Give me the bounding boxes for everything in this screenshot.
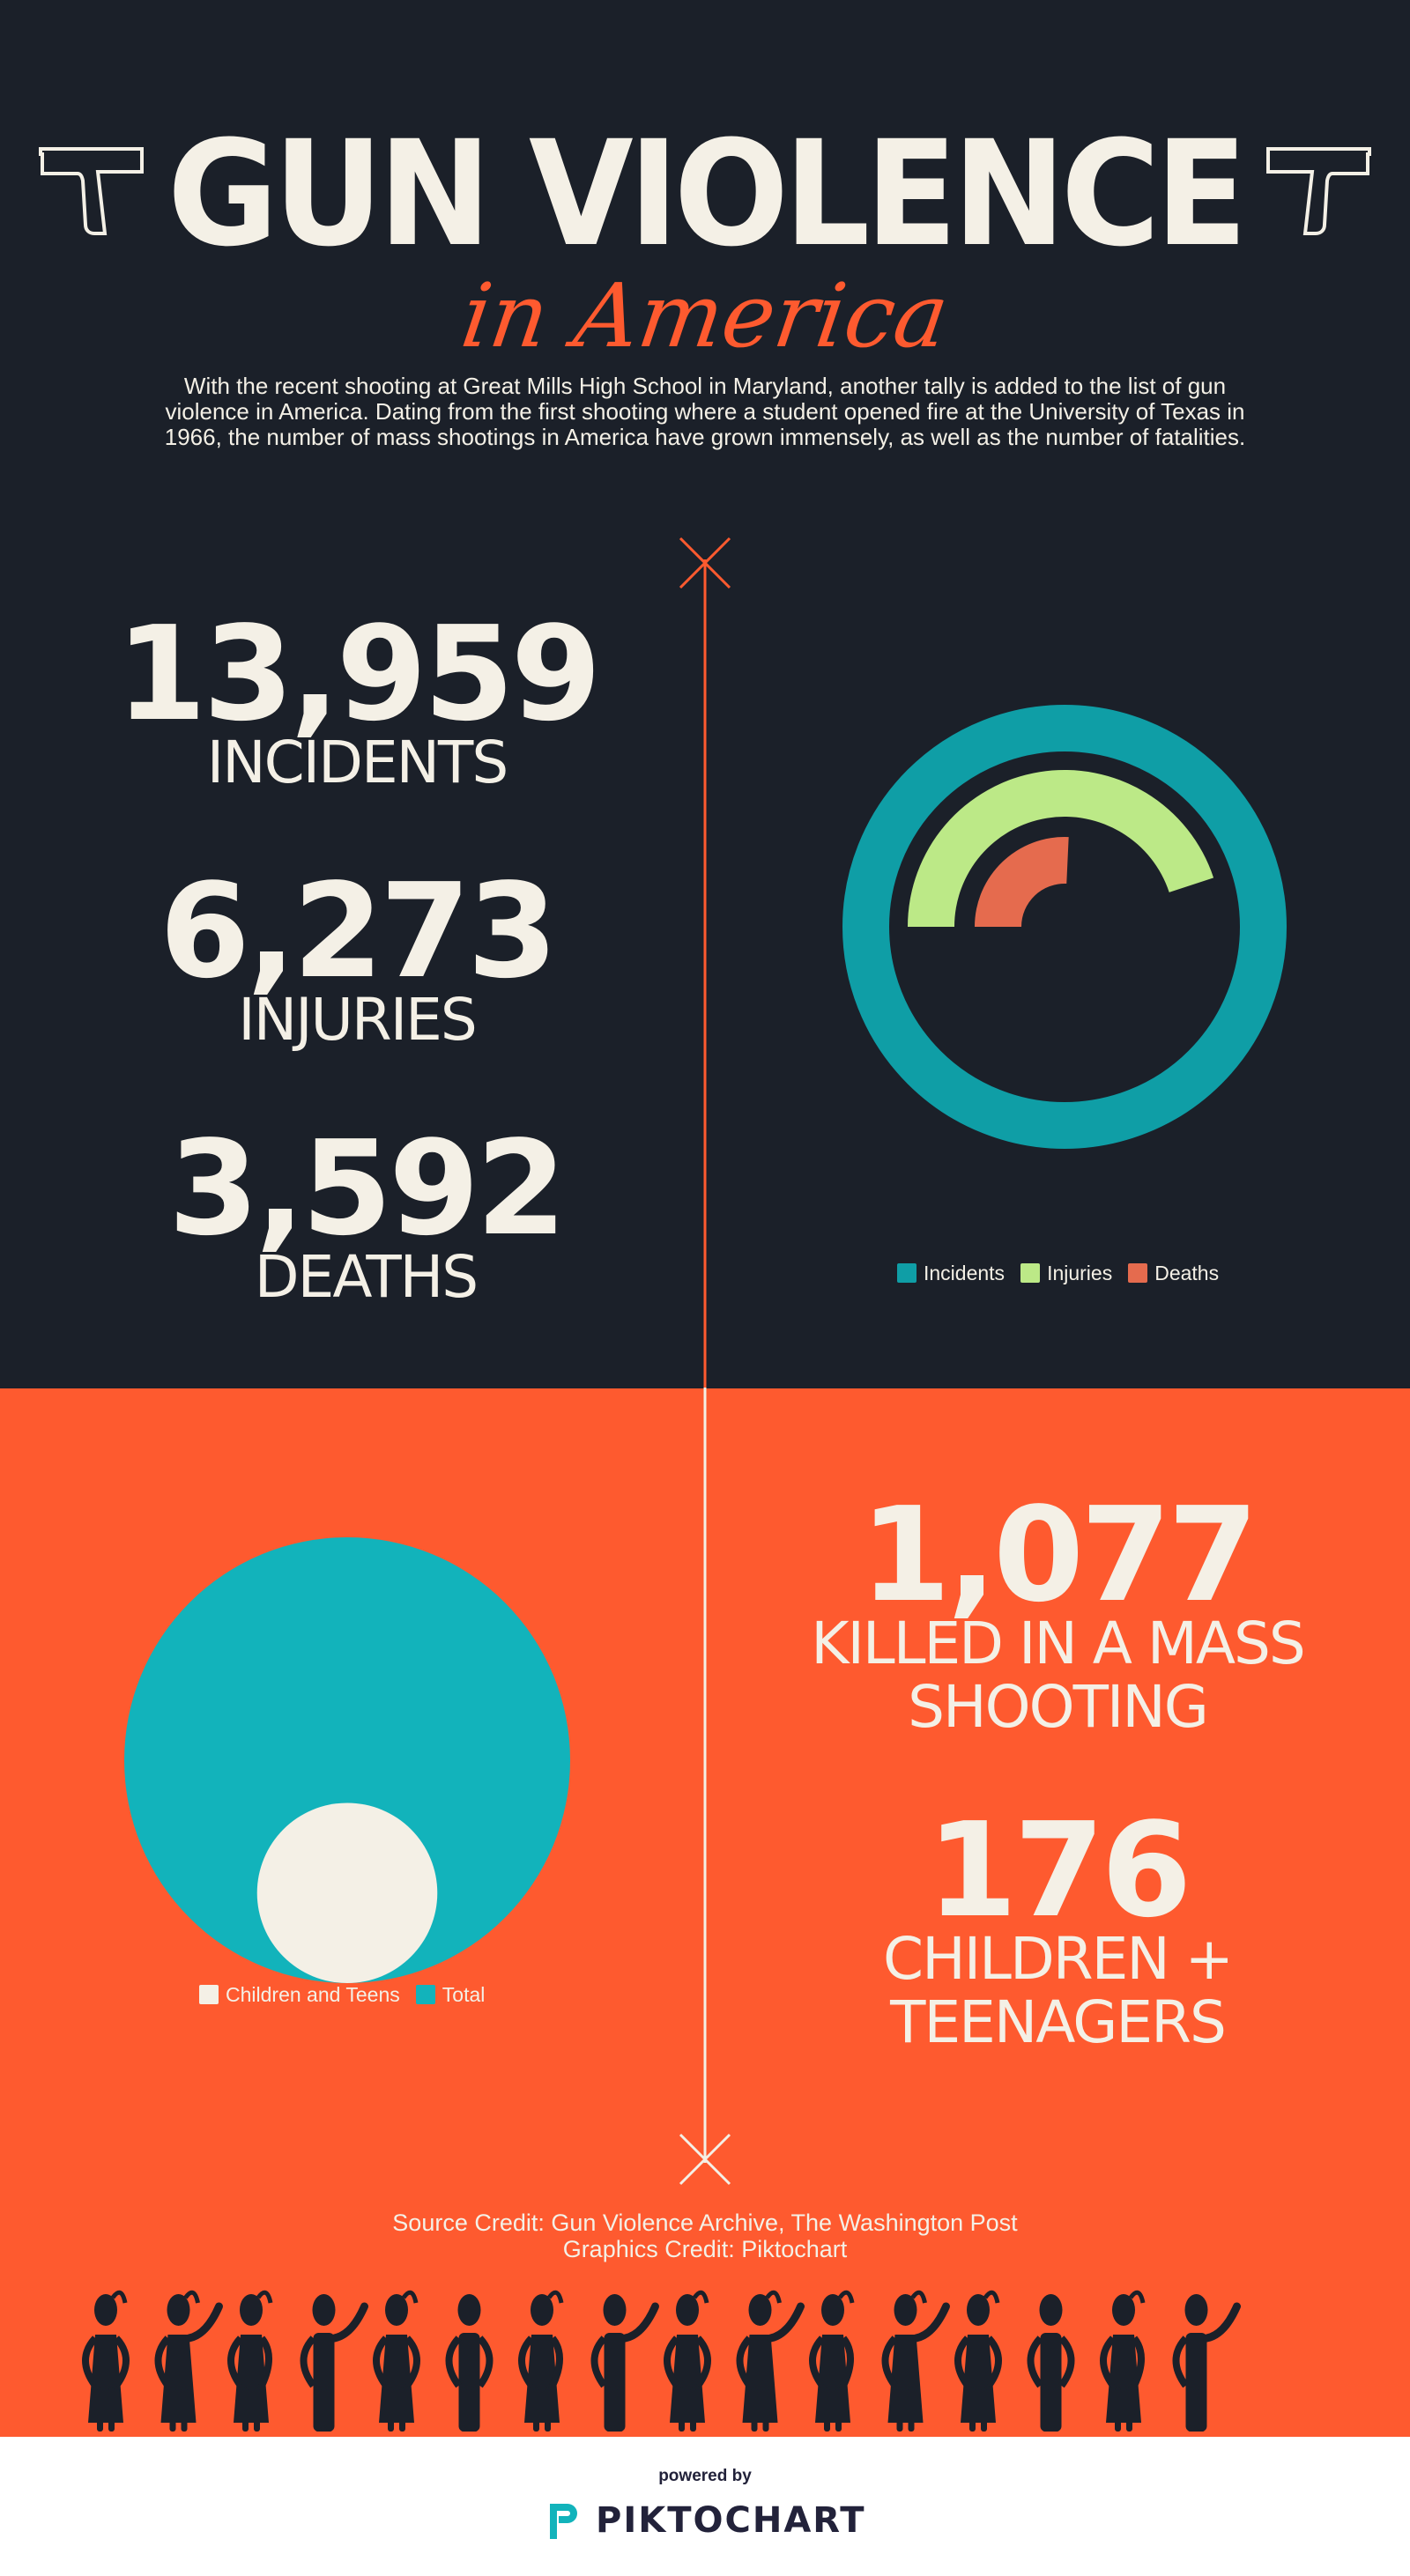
people-row xyxy=(82,2290,1241,2432)
person-girl-salute-icon xyxy=(1100,2290,1146,2432)
pistol-outline-icon-left xyxy=(39,147,144,235)
radial-bar-deaths xyxy=(975,837,1069,927)
stat-deaths: 3,592 DEATHS xyxy=(97,1113,634,1311)
intro-paragraph: With the recent shooting at Great Mills … xyxy=(164,373,1246,450)
piktochart-wordmark: PIKTOCHART xyxy=(596,2500,866,2541)
source-credit: Source Credit: Gun Violence Archive, The… xyxy=(392,2210,1018,2236)
pistol-outline-icon-right xyxy=(1266,147,1371,235)
person-girl-salute-icon xyxy=(809,2290,855,2432)
piktochart-logo[interactable]: PIKTOCHART xyxy=(546,2498,866,2543)
credits: Source Credit: Gun Violence Archive, The… xyxy=(0,2210,1410,2262)
radial-bar-incidents xyxy=(842,705,1287,1149)
stat-label: DEATHS xyxy=(254,1243,479,1311)
stat-label: TEENAGERS xyxy=(890,1988,1227,2056)
page-title: GUN VIOLENCE xyxy=(167,109,1248,278)
person-girl-icon xyxy=(954,2290,1002,2432)
bubble-legend: Children and Teens Total xyxy=(199,1983,485,2007)
radial-bar-chart xyxy=(842,705,1287,1149)
stat-value: 1,077 xyxy=(859,1479,1258,1631)
radial-legend: Incidents Injuries Deaths xyxy=(897,1262,1219,1285)
person-girl-wave-icon xyxy=(154,2290,223,2432)
legend-item-incidents: Incidents xyxy=(897,1262,1005,1285)
person-girl-salute-icon xyxy=(227,2290,273,2432)
legend-item-total: Total xyxy=(415,1983,485,2007)
person-boy-wave-icon xyxy=(300,2294,368,2432)
x-mark-top xyxy=(679,537,731,589)
bubble-chart xyxy=(124,1537,570,1983)
stat-label: INCIDENTS xyxy=(206,729,509,796)
stat-incidents: 13,959 INCIDENTS xyxy=(88,598,626,796)
stat-value: 3,592 xyxy=(167,1113,567,1264)
person-girl-wave-icon xyxy=(736,2290,805,2432)
stat-mass-shooting: 1,077 KILLED IN A MASS SHOOTING xyxy=(758,1479,1357,1741)
stat-label: KILLED IN A MASS xyxy=(811,1610,1306,1677)
stat-label: SHOOTING xyxy=(908,1673,1209,1741)
timeline-divider xyxy=(679,537,731,2186)
person-boy-icon xyxy=(445,2294,494,2432)
stat-label: INJURIES xyxy=(238,986,478,1054)
stat-value: 6,273 xyxy=(159,855,558,1007)
person-girl-icon xyxy=(373,2290,420,2432)
stat-value: 13,959 xyxy=(115,598,601,750)
graphics-credit: Graphics Credit: Piktochart xyxy=(562,2236,848,2262)
person-boy-wave-icon xyxy=(590,2294,659,2432)
page-subtitle: in America xyxy=(455,264,955,367)
radial-bar-injuries xyxy=(908,769,1214,927)
person-boy-icon xyxy=(1027,2294,1075,2432)
legend-item-deaths: Deaths xyxy=(1128,1262,1219,1285)
bubble-children-and-teens xyxy=(256,1802,438,1983)
legend-item-children: Children and Teens xyxy=(199,1983,400,2007)
person-girl-icon xyxy=(664,2290,711,2432)
stat-injuries: 6,273 INJURIES xyxy=(88,855,626,1054)
legend-item-injuries: Injuries xyxy=(1020,1262,1112,1285)
x-mark-bottom xyxy=(679,2133,731,2186)
person-girl-icon xyxy=(82,2290,130,2432)
person-boy-wave-icon xyxy=(1172,2294,1241,2432)
stat-value: 176 xyxy=(926,1795,1192,1946)
person-girl-wave-icon xyxy=(881,2290,950,2432)
powered-by: powered by xyxy=(658,2467,752,2485)
piktochart-p-icon xyxy=(550,2504,577,2539)
stat-children: 176 CHILDREN + TEENAGERS xyxy=(758,1795,1357,2056)
bubble-total xyxy=(124,1537,570,1983)
person-girl-salute-icon xyxy=(518,2290,564,2432)
stat-label: CHILDREN + xyxy=(883,1925,1234,1993)
footer: powered by PIKTOCHART xyxy=(0,2437,1410,2576)
